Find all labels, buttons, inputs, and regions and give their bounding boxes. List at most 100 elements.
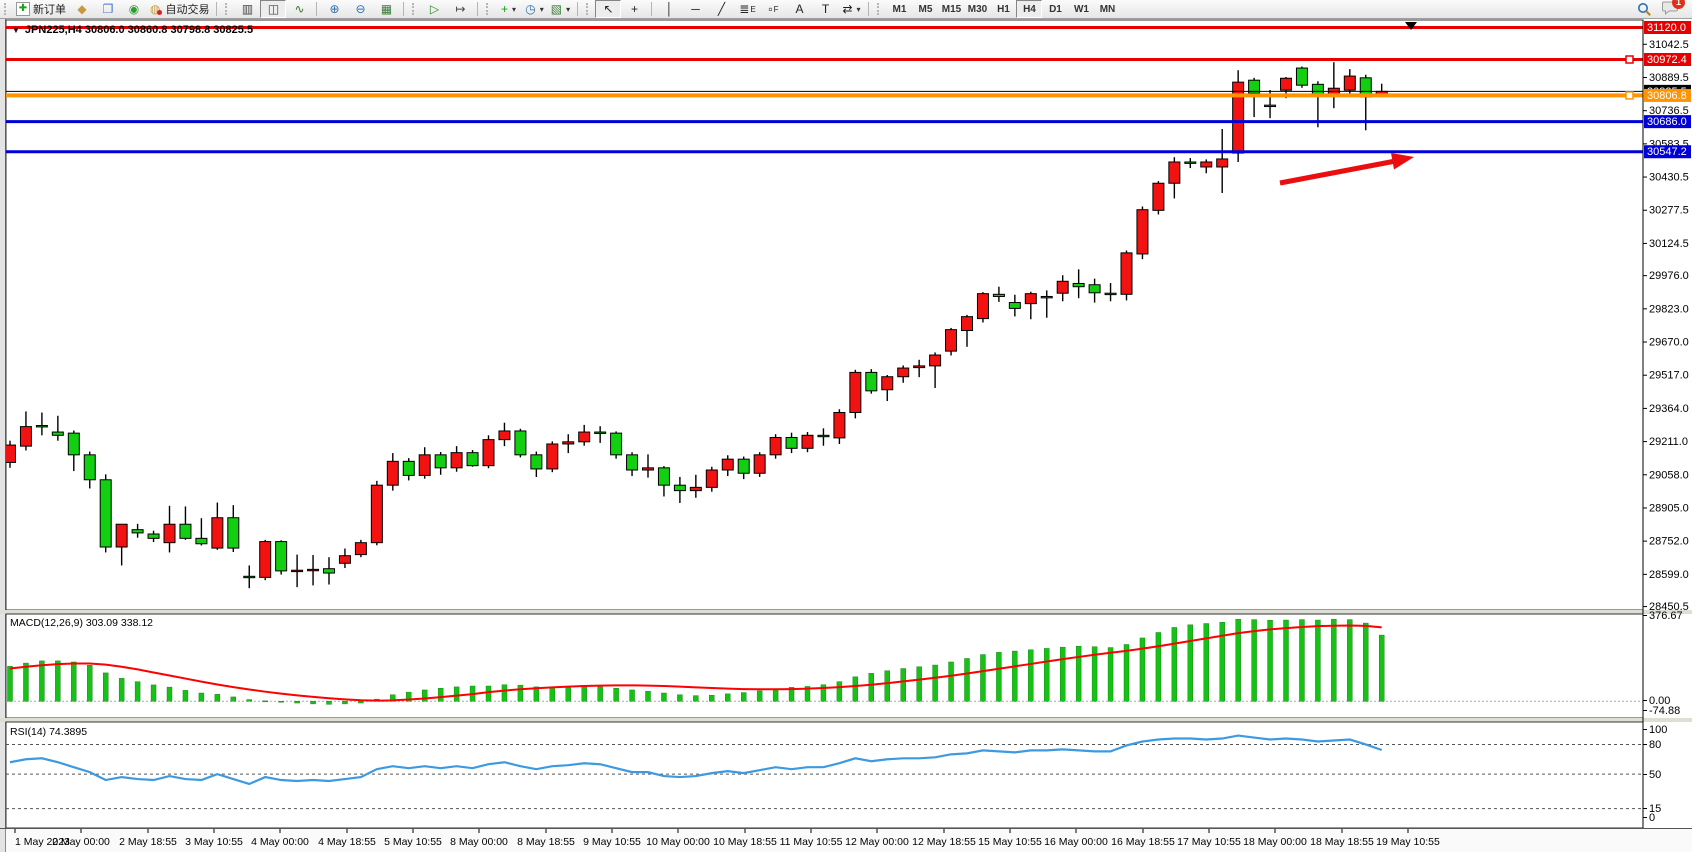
svg-text:16 May 00:00: 16 May 00:00 [1044,836,1108,848]
toolbar-separator [651,2,653,16]
svg-text:17 May 10:55: 17 May 10:55 [1177,836,1241,848]
market-watch-button[interactable]: ❐ [95,0,121,18]
periods-icon: ◷ [525,2,536,16]
timeframe-mn[interactable]: MN [1099,3,1116,15]
zoom-in-button[interactable]: ⊕ [321,0,347,18]
notifications-icon[interactable]: 1 [1662,0,1685,18]
tile-windows-icon: ▦ [380,2,393,16]
svg-text:9 May 10:55: 9 May 10:55 [583,836,641,848]
chart-area[interactable]: 31042.530889.530736.530583.530430.530277… [0,18,1692,852]
fibonacci-button[interactable]: ≣ E [734,0,760,18]
svg-text:4 May 00:00: 4 May 00:00 [251,836,309,848]
auto-scroll-button[interactable]: ▷ [421,0,447,18]
arrows-button[interactable]: ⇄ ▾ [838,0,864,18]
line-chart-button[interactable]: ∿ [286,0,312,18]
candlestick-chart-icon: ◫ [267,2,280,16]
chart-title-text: JPN225,H4 30806.0 30860.8 30798.8 30825.… [24,24,254,36]
new-order-button[interactable]: ✚ 新订单 [13,0,69,18]
navigator-button[interactable]: ◆ [69,0,95,18]
svg-text:8 May 18:55: 8 May 18:55 [517,836,575,848]
svg-text:15: 15 [1649,803,1661,815]
svg-text:30972.4: 30972.4 [1647,54,1687,66]
new-order-button-label: 新订单 [33,4,66,16]
indicators-icon: + [500,2,508,16]
svg-text:29364.0: 29364.0 [1649,403,1689,415]
text-label-button[interactable]: T [812,0,838,18]
timeframe-d1[interactable]: D1 [1049,3,1062,15]
periods-button[interactable]: ◷ ▾ [521,0,547,18]
bar-chart-icon: ▥ [241,2,254,16]
autotrade-button[interactable]: ◍ 自动交易 [147,0,212,18]
svg-text:11 May 10:55: 11 May 10:55 [780,836,843,848]
market-watch-icon: ❐ [102,2,114,16]
svg-text:80: 80 [1649,739,1661,751]
macd-indicator-label: MACD(12,26,9) 303.09 338.12 [10,617,154,629]
price-axis[interactable]: 31042.530889.530736.530583.530430.530277… [1642,20,1691,828]
cursor-icon: ↖ [603,2,614,16]
line-chart-icon: ∿ [294,2,305,16]
notification-badge: 1 [1672,0,1685,9]
timeframe-m5[interactable]: M5 [918,3,933,15]
toolbar-buttons: ✚ 新订单 ◆ ❐ ◉ ◍ 自动交易 ▥ ◫ ∿ ⊕ ⊖ ▦ ▷ ↦ + ▾ ◷ ▾ ▧ ▾ ↖ + │ ─ ╱ ≣ E ▫ F A T ⇄ ▾ [0,0,886,18]
svg-text:12 May 18:55: 12 May 18:55 [912,836,976,848]
bar-chart-button[interactable]: ▥ [234,0,260,18]
timeframe-group: M1 M5 M15 M30 H1 H4 D1 W1 MN [886,0,1120,18]
horizontal-line-button[interactable]: ─ [682,0,708,18]
timeframe-h1[interactable]: H1 [997,3,1010,15]
svg-text:30277.5: 30277.5 [1649,205,1689,217]
dropdown-caret-icon: ▾ [511,4,516,14]
chart-shift-button[interactable]: ↦ [447,0,473,18]
toolbar-drag-handle [225,3,231,15]
search-icon[interactable] [1637,2,1652,17]
svg-text:8 May 00:00: 8 May 00:00 [450,836,508,848]
vertical-line-button[interactable]: │ [656,0,682,18]
timeframe-h4[interactable]: H4 [1016,0,1043,18]
svg-text:30124.5: 30124.5 [1649,238,1689,250]
timeframe-m15[interactable]: M15 [941,3,962,15]
autotrade-button-label: 自动交易 [165,4,210,16]
timeframe-m1[interactable]: M1 [892,3,907,15]
chart-shift-marker-icon[interactable] [1405,22,1417,30]
indicators-button[interactable]: + ▾ [495,0,521,18]
zoom-in-icon: ⊕ [329,2,340,16]
horizontal-line-icon: ─ [691,2,700,16]
svg-text:0.00: 0.00 [1649,695,1670,707]
trendline-button[interactable]: ╱ [708,0,734,18]
crosshair-button[interactable]: + [621,0,647,18]
autotrade-status-dot [157,9,163,15]
rsi-pane [6,734,1643,810]
templates-icon: ▧ [550,2,563,16]
tile-windows-button[interactable]: ▦ [373,0,399,18]
toolbar-separator [403,2,405,16]
new-order-icon: ✚ [16,2,30,16]
svg-text:-74.88: -74.88 [1649,705,1680,717]
one-click-trading-arrow-icon[interactable]: ▼ [12,25,20,35]
fibo-fan-button[interactable]: ▫ F [760,0,786,18]
svg-text:29976.0: 29976.0 [1649,270,1689,282]
text-button[interactable]: A [786,0,812,18]
svg-text:10 May 18:55: 10 May 18:55 [713,836,777,848]
candlestick-chart-button[interactable]: ◫ [260,0,287,18]
navigator-icon: ◆ [77,2,87,16]
templates-button[interactable]: ▧ ▾ [547,0,573,18]
toolbar-drag-handle [4,3,10,15]
svg-text:0: 0 [1649,812,1655,824]
zoom-out-button[interactable]: ⊖ [347,0,373,18]
svg-text:29823.0: 29823.0 [1649,303,1689,315]
timeframe-m30[interactable]: M30 [967,3,988,15]
cursor-button[interactable]: ↖ [595,0,622,18]
toolbar-separator [316,2,318,16]
alerts-button[interactable]: ◉ [121,0,147,18]
svg-text:30686.0: 30686.0 [1647,116,1687,128]
toolbar-separator [477,2,479,16]
chart-title: ▼ JPN225,H4 30806.0 30860.8 30798.8 3082… [12,24,253,36]
trendline-icon: ╱ [717,2,726,16]
macd-pane [6,618,1643,705]
vertical-line-icon: │ [665,2,674,16]
fibo-fan-icon: ▫ [768,2,773,16]
svg-text:376.67: 376.67 [1649,610,1683,622]
annotation-arrow[interactable] [1279,153,1414,186]
svg-text:28752.0: 28752.0 [1649,536,1689,548]
timeframe-w1[interactable]: W1 [1073,3,1089,15]
